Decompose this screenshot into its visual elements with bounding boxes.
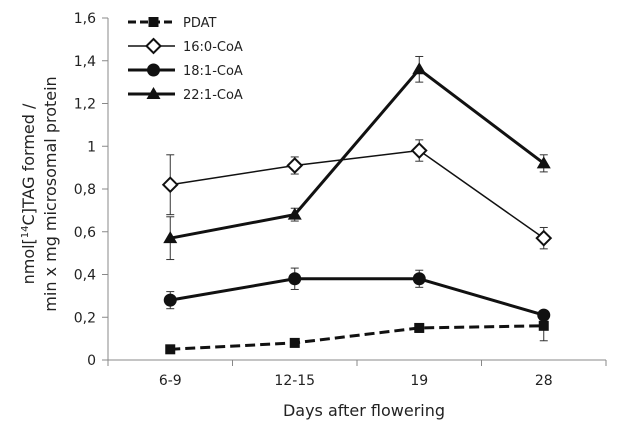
y-tick-label: 0,2 [74,310,96,326]
data-point-pdat [289,337,300,348]
data-point-pdat [538,320,549,331]
series-line-22-1-coa [169,67,545,240]
tick-labels: 0 0,2 0,4 0,6 0,8 1 1,2 1,4 1,6 6-9 12-15 19 28 [74,11,553,389]
y-axis-title: nmol[14C]TAG formed / min x mg microsoma… [19,76,60,311]
data-point-pdat [165,344,176,355]
series-markers [161,62,553,355]
legend-marker-18-1-coa [147,63,160,77]
legend: PDAT 16:0-CoA 18:1-CoA 22:1-CoA [128,16,243,103]
data-point-16-0-coa [161,176,179,194]
x-tick-label: 28 [535,373,553,389]
data-point-18-1-coa [163,293,177,307]
series-lines [169,67,545,351]
data-point-18-1-coa [412,272,426,286]
data-point-22-1-coa [412,62,427,75]
data-point-pdat [414,322,425,333]
y-tick-label: 0 [87,353,96,369]
y-tick-label: 0,4 [74,268,96,284]
data-point-22-1-coa [536,156,551,169]
data-point-18-1-coa [288,272,302,286]
data-point-16-0-coa [410,142,428,159]
axes [102,17,607,366]
data-point-18-1-coa [537,308,551,322]
legend-marker-pdat [148,17,159,27]
y-tick-label: 1,2 [74,97,96,113]
data-point-22-1-coa [287,207,302,220]
legend-label-pdat: PDAT [183,16,217,31]
x-tick-label: 12-15 [274,373,315,389]
series-line-16-0-coa [170,149,545,239]
y-tick-label: 0,6 [74,225,96,241]
data-point-16-0-coa [535,229,553,247]
data-point-22-1-coa [163,231,178,244]
y-tick-label: 1,4 [74,54,96,70]
x-axis-title: Days after flowering [283,401,445,420]
y-tick-label: 0,8 [74,182,96,198]
legend-label-16-0-coa: 16:0-CoA [183,40,243,55]
y-tick-label: 1,6 [74,11,96,27]
y-tick-label: 1 [87,139,96,155]
data-point-16-0-coa [286,157,304,174]
legend-marker-22-1-coa [146,87,161,99]
legend-label-22-1-coa: 22:1-CoA [183,88,243,103]
y-axis-title-line2: min x mg microsomal protein [41,76,60,311]
x-tick-label: 19 [410,373,428,389]
series-line-pdat [170,324,544,351]
series-line-18-1-coa [169,277,545,317]
x-tick-label: 6-9 [159,373,182,389]
legend-marker-16-0-coa [145,37,162,55]
y-axis-title-line1: nmol[14C]TAG formed / [19,103,38,284]
legend-label-18-1-coa: 18:1-CoA [183,64,243,79]
